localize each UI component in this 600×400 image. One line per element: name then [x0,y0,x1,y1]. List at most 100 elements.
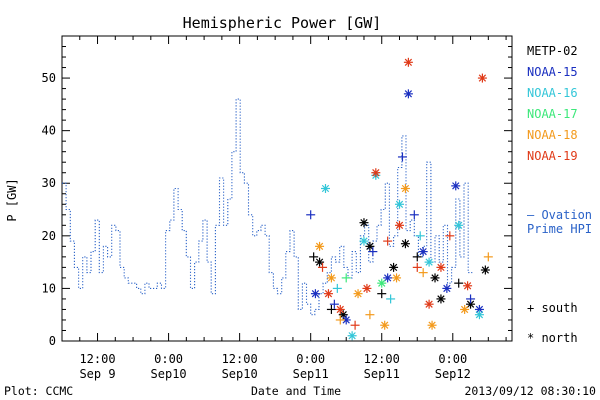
ovation-legend-line2: Prime HPI [527,222,592,236]
data-point [424,299,434,309]
data-point [403,57,413,67]
data-point [323,289,333,299]
x-tick-time: 12:00 [79,352,115,366]
y-tick-label: 0 [49,334,56,348]
x-tick-date: Sep11 [293,367,329,381]
y-axis-label: P [GW] [5,178,19,221]
data-point [329,299,339,309]
marker-legend-south: + south [527,301,578,315]
legend-entry: NOAA-19 [527,149,578,163]
legend-entry: NOAA-16 [527,86,578,100]
data-point [430,273,440,283]
data-point [477,73,487,83]
data-point [454,220,464,230]
data-point [483,252,493,262]
data-point [400,239,410,249]
data-point [377,289,387,299]
y-tick-label: 40 [42,124,56,138]
data-point [409,210,419,220]
x-tick-date: Sep11 [364,367,400,381]
data-point [383,273,393,283]
x-axis-label: Date and Time [251,384,341,398]
data-point [403,89,413,99]
y-axis-ticks: 0 10 20 30 40 50 [42,35,512,348]
data-point [466,294,476,304]
x-tick-date: Sep10 [151,367,187,381]
plot-frame [61,35,513,342]
data-point [315,241,325,251]
y-tick-label: 20 [42,229,56,243]
data-point [309,252,319,262]
x-tick-date: Sep12 [435,367,471,381]
data-point [318,262,328,272]
satellite-legend: METP-02 NOAA-15 NOAA-16 NOAA-17 NOAA-18 NOAA-… [527,44,578,163]
x-tick-time: 0:00 [438,352,467,366]
data-point [341,273,351,283]
data-point [383,236,393,246]
data-point [371,168,381,178]
x-tick-date: Sep10 [222,367,258,381]
data-point [395,220,404,230]
x-tick-time: 12:00 [364,352,400,366]
data-point [463,281,473,291]
data-point [436,262,446,272]
data-point [460,304,470,314]
data-point [418,268,428,278]
ovation-legend-line1: – Ovation [527,208,592,222]
chart-title: Hemispheric Power [GW] [183,14,382,32]
data-point [442,283,452,293]
data-point [454,278,464,288]
data-point [400,184,410,193]
data-point [335,315,345,325]
data-point [359,236,369,246]
marker-legend-north: * north [527,331,578,345]
data-point [320,184,330,193]
y-tick-label: 30 [42,176,56,190]
data-point [377,278,387,288]
x-tick-date: Sep 9 [79,367,115,381]
data-point [389,262,399,272]
data-point [368,247,378,257]
data-point [306,210,316,220]
data-point [397,152,407,162]
data-point [412,252,422,262]
satellite-points [306,57,493,341]
data-point [424,257,434,267]
x-tick-time: 0:00 [296,352,325,366]
data-point [353,289,363,299]
data-point [436,294,446,304]
data-point [427,320,437,330]
data-point [347,331,357,341]
data-point [415,231,425,241]
ovation-line [62,98,473,316]
data-point [310,289,320,299]
data-point [392,273,402,283]
data-point [335,304,345,314]
data-point [395,199,404,209]
data-point [418,247,428,257]
y-tick-label: 10 [42,281,56,295]
data-point [315,257,325,267]
ovation-series [62,98,473,316]
data-point [380,320,390,330]
legend-entry: NOAA-17 [527,107,578,121]
data-point [365,241,375,251]
legend-entry: NOAA-18 [527,128,578,142]
marker-legend: + south * north [527,301,578,345]
data-point [362,283,372,293]
x-tick-time: 0:00 [154,352,183,366]
data-point [350,320,360,330]
data-point [445,231,455,241]
data-point [365,310,375,320]
data-point [332,283,342,293]
data-point [359,218,369,228]
legend-entry: METP-02 [527,44,578,58]
legend-entry: NOAA-15 [527,65,578,79]
data-point [326,273,336,283]
x-tick-time: 12:00 [222,352,258,366]
data-point [474,310,484,320]
ovation-legend: – Ovation Prime HPI [527,208,592,236]
footer-credit: Plot: CCMC [4,384,73,398]
